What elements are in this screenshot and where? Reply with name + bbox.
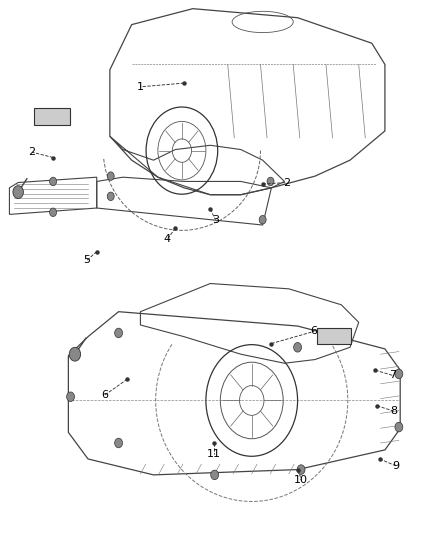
Text: 4: 4 — [164, 234, 171, 244]
Text: 2: 2 — [28, 147, 35, 157]
Circle shape — [211, 470, 219, 480]
Circle shape — [297, 465, 305, 474]
Circle shape — [49, 177, 57, 185]
FancyBboxPatch shape — [34, 108, 70, 125]
Circle shape — [395, 369, 403, 378]
Text: 8: 8 — [390, 406, 397, 416]
Text: 10: 10 — [294, 475, 308, 485]
Circle shape — [293, 343, 301, 352]
Circle shape — [267, 177, 274, 185]
Circle shape — [259, 215, 266, 224]
Circle shape — [107, 192, 114, 200]
Text: 1: 1 — [137, 82, 144, 92]
Text: 3: 3 — [212, 215, 219, 225]
Text: 6: 6 — [101, 390, 108, 400]
Circle shape — [115, 438, 123, 448]
Circle shape — [67, 392, 74, 401]
Text: 11: 11 — [207, 449, 221, 458]
Circle shape — [395, 422, 403, 432]
Text: 5: 5 — [84, 255, 91, 265]
Text: 7: 7 — [389, 370, 396, 381]
Circle shape — [107, 172, 114, 180]
Circle shape — [13, 185, 23, 198]
Circle shape — [69, 348, 81, 361]
FancyBboxPatch shape — [317, 328, 351, 344]
Text: 6: 6 — [311, 326, 318, 336]
Text: 2: 2 — [283, 177, 290, 188]
Circle shape — [49, 208, 57, 216]
Circle shape — [115, 328, 123, 338]
Text: 9: 9 — [392, 461, 399, 471]
